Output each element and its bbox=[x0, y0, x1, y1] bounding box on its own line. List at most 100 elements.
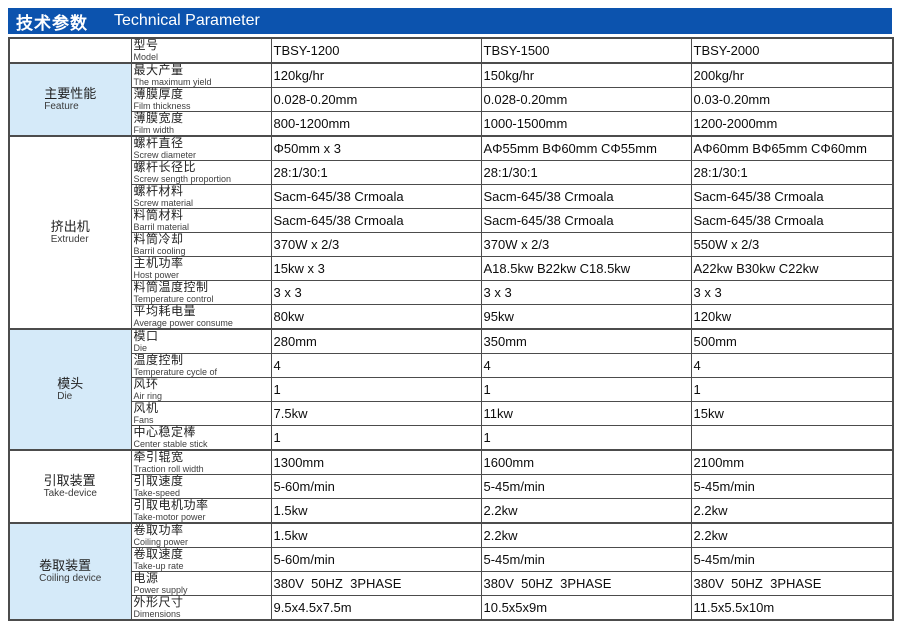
model-name-cell: TBSY-1500 bbox=[480, 37, 692, 64]
param-name-cell: 薄膜宽度 Film width bbox=[130, 111, 272, 137]
table-row: 引取速度 Take-speed 5-60m/min 5-45m/min 5-45m/mi… bbox=[9, 474, 894, 499]
value-cell: 500mm bbox=[690, 328, 894, 354]
value-cell: 550W x 2/3 bbox=[690, 232, 894, 257]
param-name-zh: 引取速度 bbox=[133, 474, 184, 488]
value-cell: 4 bbox=[480, 353, 692, 378]
value-cell: 5-45m/min bbox=[480, 547, 692, 572]
value-cell: 200kg/hr bbox=[690, 62, 894, 88]
param-name-en: Air ring bbox=[133, 391, 163, 401]
param-name-en: Power supply bbox=[133, 585, 188, 595]
table-row: 电源 Power supply 380V 50HZ 3PHASE 380V 50HZ … bbox=[9, 571, 894, 596]
param-name-en: Screw material bbox=[133, 198, 194, 208]
param-name-cell: 料筒冷却 Barril cooling bbox=[130, 232, 272, 257]
group-label-zh: 模头 bbox=[57, 375, 84, 391]
group-cell: 引取装置 Take-device bbox=[8, 449, 132, 524]
param-name-en: Take-speed bbox=[133, 488, 181, 498]
param-name-cell: 螺杆长径比 Screw sength proportion bbox=[130, 160, 272, 185]
param-name-en: Coiling power bbox=[133, 537, 189, 547]
param-name-zh: 模口 bbox=[133, 329, 159, 343]
param-name-cell: 主机功率 Host power bbox=[130, 256, 272, 281]
group-label-zh: 卷取装置 bbox=[39, 557, 92, 573]
value-cell: 2.2kw bbox=[480, 522, 692, 548]
value-cell: 95kw bbox=[480, 304, 692, 330]
technical-parameter-table: 型号 Model TBSY-1200 TBSY-1500 TBSY-2000 主要性能 Fe… bbox=[8, 37, 894, 621]
param-name-zh: 电源 bbox=[133, 571, 159, 585]
value-cell: 15kw bbox=[690, 401, 894, 426]
table-row: 主机功率 Host power 15kw x 3 A18.5kw B22kw C18.… bbox=[9, 256, 894, 281]
group-label: 模头 Die bbox=[57, 376, 83, 402]
param-name-cell: 风机 Fans bbox=[130, 401, 272, 426]
group-label-en: Die bbox=[57, 390, 73, 402]
param-name-zh: 中心稳定棒 bbox=[133, 425, 197, 439]
value-cell: 120kw bbox=[690, 304, 894, 330]
value-cell: 150kg/hr bbox=[480, 62, 692, 88]
table-row: 外形尺寸 Dimensions 9.5x4.5x7.5m 10.5x5x9m 11.5x… bbox=[9, 595, 894, 621]
param-name-en: Center stable stick bbox=[133, 439, 208, 449]
param-name-en: The maximum yield bbox=[133, 77, 212, 87]
value-cell: 370W x 2/3 bbox=[480, 232, 692, 257]
value-cell: 370W x 2/3 bbox=[270, 232, 482, 257]
param-name-en: Fans bbox=[133, 415, 154, 425]
value-cell: 4 bbox=[270, 353, 482, 378]
param-name-en: Barril material bbox=[133, 222, 190, 232]
param-name-en: Average power consume bbox=[133, 318, 233, 328]
value-cell: 5-45m/min bbox=[690, 547, 894, 572]
table-row: 挤出机 Extruder 螺杆直径 Screw diameter Φ50mm x 3 AΦ… bbox=[8, 135, 894, 330]
param-name-cell: 型号 Model bbox=[130, 37, 272, 64]
value-cell: 7.5kw bbox=[270, 401, 482, 426]
group-label-en: Take-device bbox=[43, 487, 97, 499]
value-cell: 1 bbox=[480, 425, 692, 451]
value-cell: Φ50mm x 3 bbox=[270, 135, 482, 161]
group-label: 引取装置 Take-device bbox=[44, 473, 97, 499]
param-name-zh: 卷取功率 bbox=[133, 523, 184, 537]
param-name-en: Traction roll width bbox=[133, 464, 204, 474]
value-cell: 380V 50HZ 3PHASE bbox=[480, 571, 692, 596]
value-cell: 28:1/30:1 bbox=[480, 160, 692, 185]
value-cell: 380V 50HZ 3PHASE bbox=[690, 571, 894, 596]
table-row: 主要性能 Feature 最大产量 The maximum yield 120kg/hr… bbox=[8, 62, 894, 137]
param-name-cell: 最大产量 The maximum yield bbox=[130, 62, 272, 88]
param-name-cell: 卷取功率 Coiling power bbox=[130, 522, 272, 548]
value-cell: Sacm-645/38 Crmoala bbox=[480, 184, 692, 209]
param-name-cell: 模口 Die bbox=[130, 328, 272, 354]
group-label-en: Coiling device bbox=[39, 572, 102, 584]
param-name-en: Temperature control bbox=[133, 294, 214, 304]
value-cell: A18.5kw B22kw C18.5kw bbox=[480, 256, 692, 281]
param-name-en: Take-motor power bbox=[133, 512, 206, 522]
table-row: 平均耗电量 Average power consume 80kw 95kw 120kw bbox=[9, 304, 894, 330]
value-cell: 350mm bbox=[480, 328, 692, 354]
param-name-cell: 螺杆材料 Screw material bbox=[130, 184, 272, 209]
table-row: 引取电机功率 Take-motor power 1.5kw 2.2kw 2.2kw bbox=[9, 498, 894, 524]
table-row: 螺杆长径比 Screw sength proportion 28:1/30:1 28:… bbox=[9, 160, 894, 185]
param-name-zh: 外形尺寸 bbox=[133, 595, 184, 609]
value-cell: 80kw bbox=[270, 304, 482, 330]
value-cell: AΦ55mm BΦ60mm CΦ55mm bbox=[480, 135, 692, 161]
group-label-en: Extruder bbox=[50, 233, 89, 245]
param-name-zh: 料筒材料 bbox=[133, 208, 184, 222]
table-row: 引取装置 Take-device 牵引辊宽 Traction roll width 13… bbox=[8, 449, 894, 524]
group-label-zh: 引取装置 bbox=[43, 472, 96, 488]
table-row: 卷取装置 Coiling device 卷取功率 Coiling power 1.5kw… bbox=[8, 522, 894, 621]
spec-table-body: 型号 Model TBSY-1200 TBSY-1500 TBSY-2000 主要性能 Fe… bbox=[8, 37, 894, 621]
param-name-cell: 卷取速度 Take-up rate bbox=[130, 547, 272, 572]
value-cell: 28:1/30:1 bbox=[690, 160, 894, 185]
section-title-zh: 技术参数 bbox=[16, 13, 88, 33]
value-cell: 15kw x 3 bbox=[270, 256, 482, 281]
value-cell: 1.5kw bbox=[270, 498, 482, 524]
param-name-zh: 卷取速度 bbox=[133, 547, 184, 561]
param-name-zh: 薄膜宽度 bbox=[133, 111, 184, 125]
group-cell: 卷取装置 Coiling device bbox=[8, 522, 132, 621]
value-cell: 1.5kw bbox=[270, 522, 482, 548]
param-name-en: Screw sength proportion bbox=[133, 174, 232, 184]
table-row: 螺杆材料 Screw material Sacm-645/38 Crmoala Sac… bbox=[9, 184, 894, 209]
table-row: 料筒材料 Barril material Sacm-645/38 Crmoala Sa… bbox=[9, 208, 894, 233]
param-name-cell: 风环 Air ring bbox=[130, 377, 272, 402]
section-title-bar: 技术参数 Technical Parameter bbox=[8, 8, 892, 34]
value-cell: Sacm-645/38 Crmoala bbox=[270, 184, 482, 209]
param-name-cell: 电源 Power supply bbox=[130, 571, 272, 596]
value-cell: 5-60m/min bbox=[270, 474, 482, 499]
param-name-zh: 平均耗电量 bbox=[133, 304, 197, 318]
value-cell: 28:1/30:1 bbox=[270, 160, 482, 185]
param-name-zh: 最大产量 bbox=[133, 63, 184, 77]
value-cell: 3 x 3 bbox=[690, 280, 894, 305]
